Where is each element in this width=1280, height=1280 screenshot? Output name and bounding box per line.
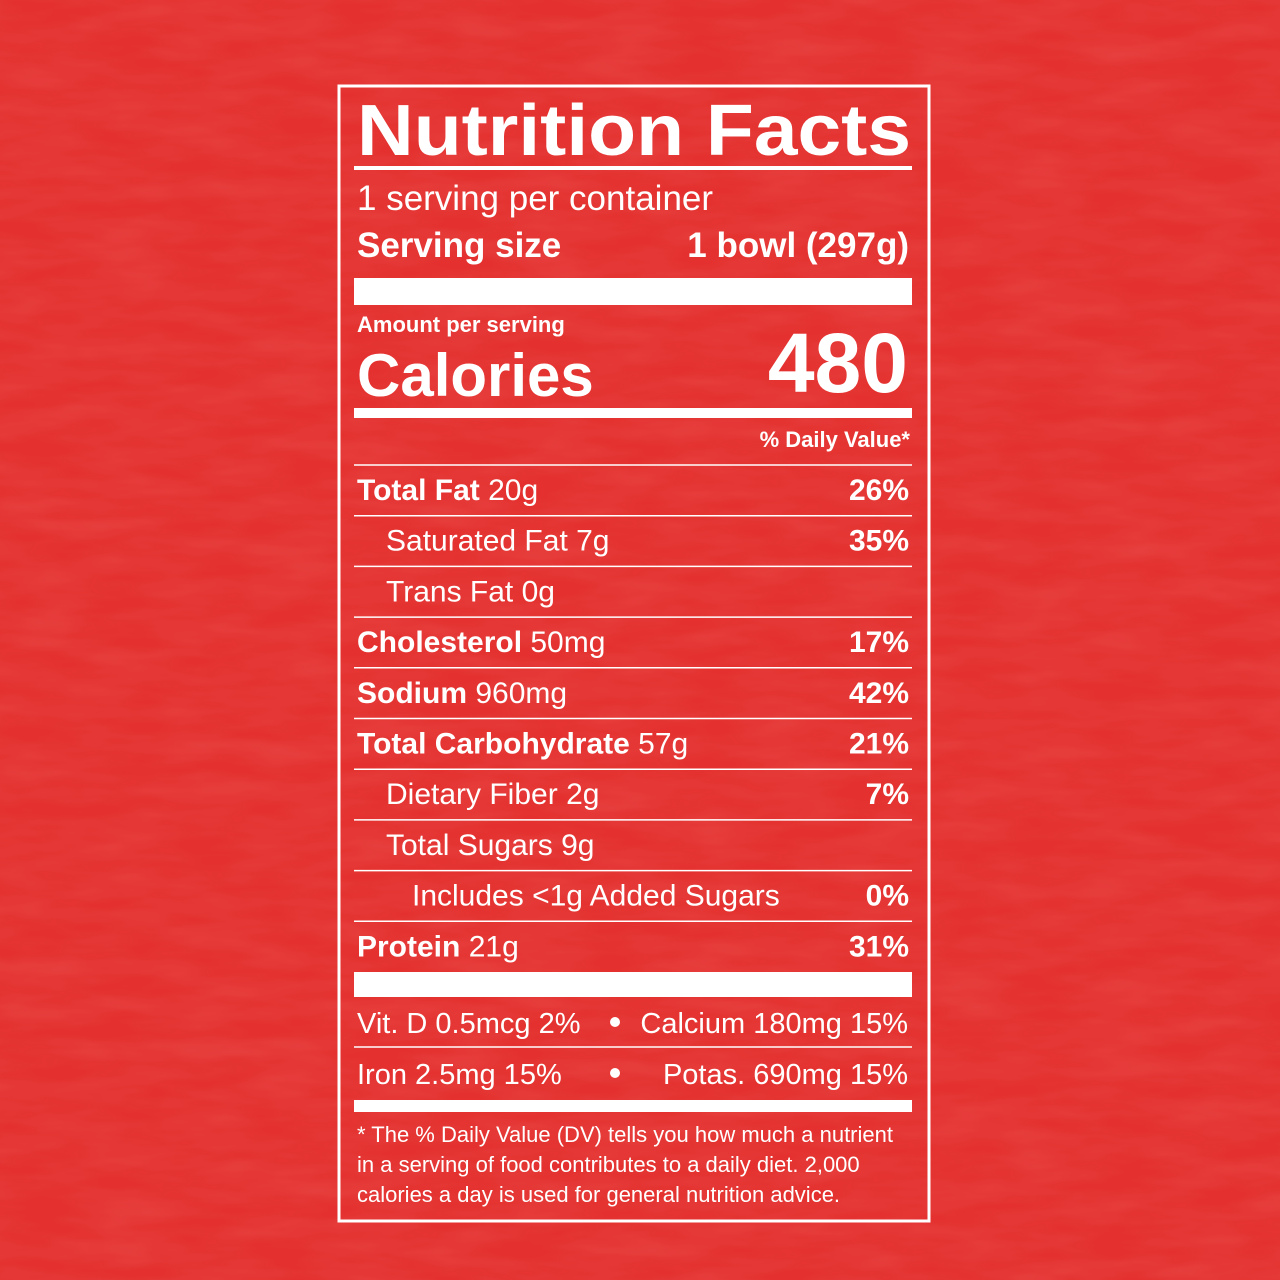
bullet [610,1017,620,1027]
nutrient-line: Total Carbohydrate 57g [357,728,688,761]
serving-size: 1 bowl (297g) [687,226,909,265]
nutrient-amount: 7g [576,525,609,558]
nutrient-amount: 57g [638,728,688,761]
nutrient-line: Sodium 960mg [357,677,567,710]
nutrient-amount: 21g [469,930,519,963]
nutrient-name: Protein [357,930,460,963]
vitamin: Vit. D 0.5mcg 2% [357,1008,581,1040]
nutrient-name: Includes <1g Added Sugars [412,880,780,913]
calories-value: 480 [768,316,908,410]
nutrient-name: Total Carbohydrate [357,728,630,761]
nutrient-line: Saturated Fat 7g [386,525,610,558]
nutrient-name: Dietary Fiber [386,778,558,811]
daily-value: 42% [849,677,909,710]
vitamin: Calcium 180mg 15% [640,1008,908,1040]
nutrient-name: Total Sugars [386,829,553,862]
vitamin: Iron 2.5mg 15% [357,1059,562,1091]
thick-rule [354,972,912,997]
calories-label: Calories [357,342,594,409]
nutrient-line: Total Sugars 9g [386,829,594,862]
nutrient-line: Cholesterol 50mg [357,626,605,659]
daily-value: 21% [849,728,909,761]
nutrient-line: Protein 21g [357,930,519,963]
nutrient-amount: 960mg [475,677,567,710]
nutrient-name: Total Fat [357,474,480,507]
nutrient-line: Dietary Fiber 2g [386,778,599,811]
nutrient-name: Saturated Fat [386,525,568,558]
footnote: * The % Daily Value (DV) tells you how m… [357,1122,893,1147]
nutrient-amount: 50mg [530,626,605,659]
daily-value: 31% [849,930,909,963]
medium-rule [354,1100,912,1112]
nutrient-amount: 2g [566,778,599,811]
nutrient-amount: 9g [561,829,594,862]
rule [354,166,912,170]
nutrient-amount: 20g [488,474,538,507]
nutrient-name: Trans Fat [386,575,514,608]
nutrient-line: Trans Fat 0g [386,575,555,608]
daily-value: 35% [849,525,909,558]
nutrient-line: Includes <1g Added Sugars [412,880,780,913]
bullet [610,1068,620,1078]
label-border [337,84,931,1223]
title: Nutrition Facts [357,91,911,171]
footnote: calories a day is used for general nutri… [357,1182,840,1207]
daily-value: 17% [849,626,909,659]
daily-value: 0% [866,880,909,913]
nutrient-name: Sodium [357,677,467,710]
nutrient-name: Cholesterol [357,626,522,659]
servings: 1 serving per container [357,179,713,218]
nutrient-amount: 0g [522,575,555,608]
daily-value: 26% [849,474,909,507]
daily-value: 7% [866,778,909,811]
medium-rule [354,408,912,418]
serving-size-label: Serving size [357,226,561,265]
amount-label: Amount per serving [357,312,565,337]
thick-rule [354,278,912,305]
dv-header: % Daily Value* [760,427,911,452]
nutrient-line: Total Fat 20g [357,474,538,507]
footnote: in a serving of food contributes to a da… [357,1152,860,1177]
vitamin: Potas. 690mg 15% [663,1059,908,1091]
